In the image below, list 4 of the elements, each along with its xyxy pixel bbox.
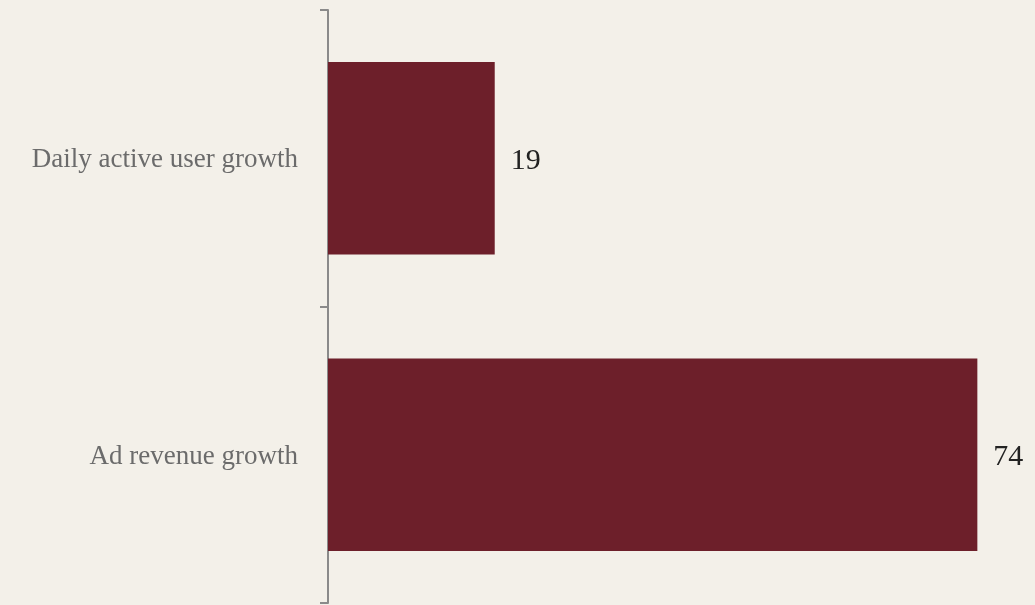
data-label: 19: [510, 141, 541, 175]
data-label: 74: [993, 438, 1024, 472]
y-tick-label: Ad revenue growth: [89, 439, 299, 470]
y-tick-label: Daily active user growth: [31, 143, 299, 174]
